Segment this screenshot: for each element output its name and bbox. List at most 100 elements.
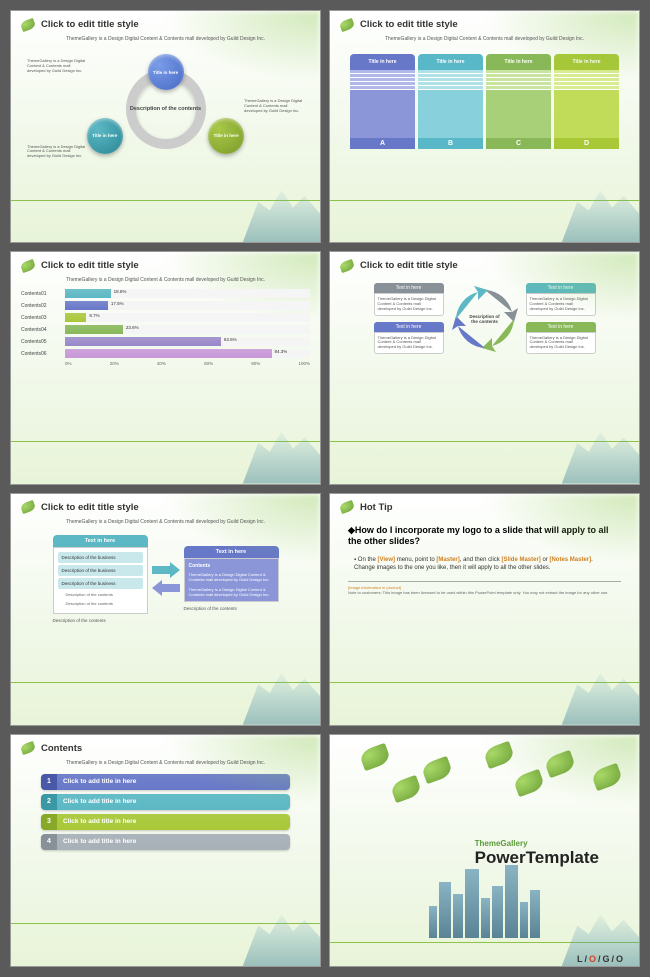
leaf-icon [358, 743, 391, 771]
contents-text: Click to add title in here [63, 818, 290, 825]
hottip-question: ◆How do I incorporate my logo to a slide… [348, 525, 621, 548]
building-icon [492, 886, 503, 939]
hottip-note: [Image information in product] Note to c… [348, 581, 621, 595]
slide-3: Click to edit title style ThemeGallery i… [10, 251, 321, 484]
building-icon [453, 894, 463, 939]
panel-sub: Description of the contents [58, 600, 143, 609]
slide-title: Click to edit title style [360, 260, 458, 271]
slide-title-row: Click to edit title style [330, 252, 639, 275]
node-label: Title in here [92, 133, 117, 138]
column-stripes [486, 70, 551, 90]
slide-6: Hot Tip ◆How do I incorporate my logo to… [329, 493, 640, 726]
column-head: Title in here [554, 54, 619, 70]
bar-label: Contents04 [21, 327, 61, 333]
panel-item: Contents [189, 563, 274, 569]
column-stripes [418, 70, 483, 90]
textbox-body: ThemeGallery is a Design Digital Content… [374, 293, 444, 315]
leaf-icon [590, 762, 623, 790]
bar-value: 17.5% [108, 301, 124, 306]
contents-item: 1 Click to add title in here [41, 774, 290, 790]
leaf-icon [20, 741, 37, 755]
column-head: Title in here [350, 54, 415, 70]
answer-part: or [541, 557, 550, 563]
axis-tick: 80% [251, 361, 260, 366]
column-letter: C [486, 138, 551, 149]
slide-title-row: Click to edit title style [11, 252, 320, 275]
panel-item: Description of the business [58, 578, 143, 589]
cover-subtitle: ThemeGallery [475, 839, 599, 848]
chart-column: Title in here A [350, 54, 415, 149]
answer-part: menu, point to [395, 557, 436, 563]
bar-value: 18.6% [111, 289, 127, 294]
bar-value: 23.6% [123, 325, 139, 330]
contents-item: 3 Click to add title in here [41, 814, 290, 830]
slide-title-row: Contents [11, 735, 320, 758]
arrow-right-icon [152, 562, 180, 578]
textbox-body: ThemeGallery is a Design Digital Content… [526, 293, 596, 315]
bar-track: 63.6% [65, 337, 310, 346]
bar-track: 8.7% [65, 313, 310, 322]
panel-text: ThemeGallery is a Design Digital Content… [189, 587, 274, 597]
column-stripes [350, 70, 415, 90]
bar-track: 17.5% [65, 301, 310, 310]
slide-title: Click to edit title style [41, 19, 139, 30]
bar-row: Contents05 63.6% [21, 337, 310, 346]
diagram-node-3: Title in here [208, 118, 244, 154]
axis-tick: 40% [157, 361, 166, 366]
panel-right: Text in here Contents ThemeGallery is a … [184, 546, 279, 611]
contents-number: 4 [41, 834, 57, 850]
slide-title-row: Click to edit title style [330, 11, 639, 34]
diagram-note: ThemeGallery is a Design Digital Content… [27, 59, 87, 73]
bar-axis: 0%20%40%60%80%100% [65, 361, 310, 366]
textbox-head: Text in here [526, 283, 596, 293]
leaf-icon [513, 769, 546, 797]
leaf-icon [339, 259, 356, 273]
bar-value: 84.3% [272, 349, 288, 354]
slide-title: Contents [41, 743, 82, 754]
answer-part: , and then click [460, 557, 502, 563]
hottip-answer: ▪ On the [View] menu, point to [Master],… [354, 556, 615, 573]
cycle-textbox: Text in here ThemeGallery is a Design Di… [526, 322, 596, 354]
divider-line [330, 200, 639, 201]
slide-5: Click to edit title style ThemeGallery i… [10, 493, 321, 726]
leaf-icon [20, 500, 37, 514]
leaf-icon [20, 17, 37, 31]
column-body [418, 90, 483, 138]
column-body [486, 90, 551, 138]
slide-8-cover: ThemeGallery PowerTemplate L/O/G/O [329, 734, 640, 967]
node-label: Title in here [214, 133, 239, 138]
panel-item: Description of the business [58, 552, 143, 563]
slide-2: Click to edit title style ThemeGallery i… [329, 10, 640, 243]
answer-highlight: [View] [377, 557, 395, 563]
leaf-icon [339, 17, 356, 31]
axis-tick: 60% [204, 361, 213, 366]
panel-body: Description of the business Description … [53, 547, 148, 614]
diagram-note: ThemeGallery is a Design Digital Content… [244, 99, 304, 113]
answer-highlight: [Notes Master] [549, 557, 591, 563]
bar-chart: Contents01 18.6% Contents02 17.5% Conten… [21, 289, 310, 366]
divider-line [11, 200, 320, 201]
contents-text: Click to add title in here [63, 798, 290, 805]
leaf-icon [20, 259, 37, 273]
slide-subtitle: ThemeGallery is a Design Digital Content… [11, 34, 320, 44]
divider-line [330, 441, 639, 442]
textbox-body: ThemeGallery is a Design Digital Content… [526, 332, 596, 354]
contents-text: Click to add title in here [63, 838, 290, 845]
leaf-icon [389, 775, 422, 803]
column-head: Title in here [418, 54, 483, 70]
slide-subtitle: ThemeGallery is a Design Digital Content… [11, 517, 320, 527]
column-chart: Title in here A Title in here B Title in… [350, 54, 619, 149]
answer-highlight: [Master] [436, 557, 459, 563]
bar-label: Contents03 [21, 315, 61, 321]
building-icon [530, 890, 540, 939]
textbox-head: Text in here [374, 322, 444, 332]
bar-fill: 63.6% [65, 337, 221, 346]
cycle-textbox: Text in here ThemeGallery is a Design Di… [374, 283, 444, 315]
chart-column: Title in here C [486, 54, 551, 149]
cycle-diagram: Text in here ThemeGallery is a Design Di… [330, 283, 639, 354]
bar-fill: 23.6% [65, 325, 123, 334]
bar-label: Contents02 [21, 303, 61, 309]
bar-fill: 18.6% [65, 289, 111, 298]
panel-item: Description of the business [58, 565, 143, 576]
bar-row: Contents02 17.5% [21, 301, 310, 310]
